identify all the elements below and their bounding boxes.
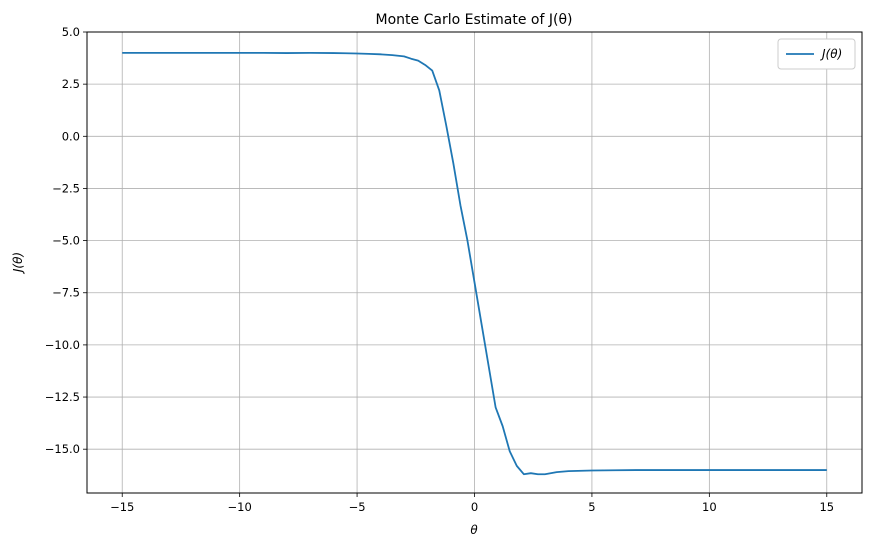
legend: J(θ) [777, 38, 856, 70]
x-tick-label: −10 [228, 500, 252, 514]
series-layer [122, 51, 827, 476]
y-tick-label: 2.5 [62, 77, 80, 91]
y-axis-label: J(θ) [11, 252, 25, 274]
chart-title: Monte Carlo Estimate of J(θ) [376, 12, 573, 28]
x-tick-label: 10 [702, 500, 717, 514]
y-tick-label: 0.0 [62, 129, 80, 143]
y-tick-label: −5.0 [52, 234, 80, 248]
y-tick-label: −2.5 [52, 181, 80, 195]
x-tick-label: 15 [819, 500, 834, 514]
y-tick-label: −12.5 [45, 390, 80, 404]
y-tick-label: −7.5 [52, 286, 80, 300]
x-tick-label: −15 [110, 500, 134, 514]
y-tick-label: −10.0 [45, 338, 80, 352]
x-tick-label: 5 [588, 500, 595, 514]
y-tick-label: 5.0 [62, 25, 80, 39]
legend-box [777, 38, 856, 70]
y-tick-label: −15.0 [45, 442, 80, 456]
ticks: −15 −10 −5 0 5 10 15 5.0 2.5 0.0 −2.5 −5.0 −7.5 −10.0… [45, 25, 834, 514]
x-tick-label: 0 [471, 500, 478, 514]
x-axis-label: θ [470, 523, 478, 537]
x-tick-label: −5 [349, 500, 366, 514]
series-line [122, 51, 827, 476]
legend-label: J(θ) [820, 47, 842, 61]
